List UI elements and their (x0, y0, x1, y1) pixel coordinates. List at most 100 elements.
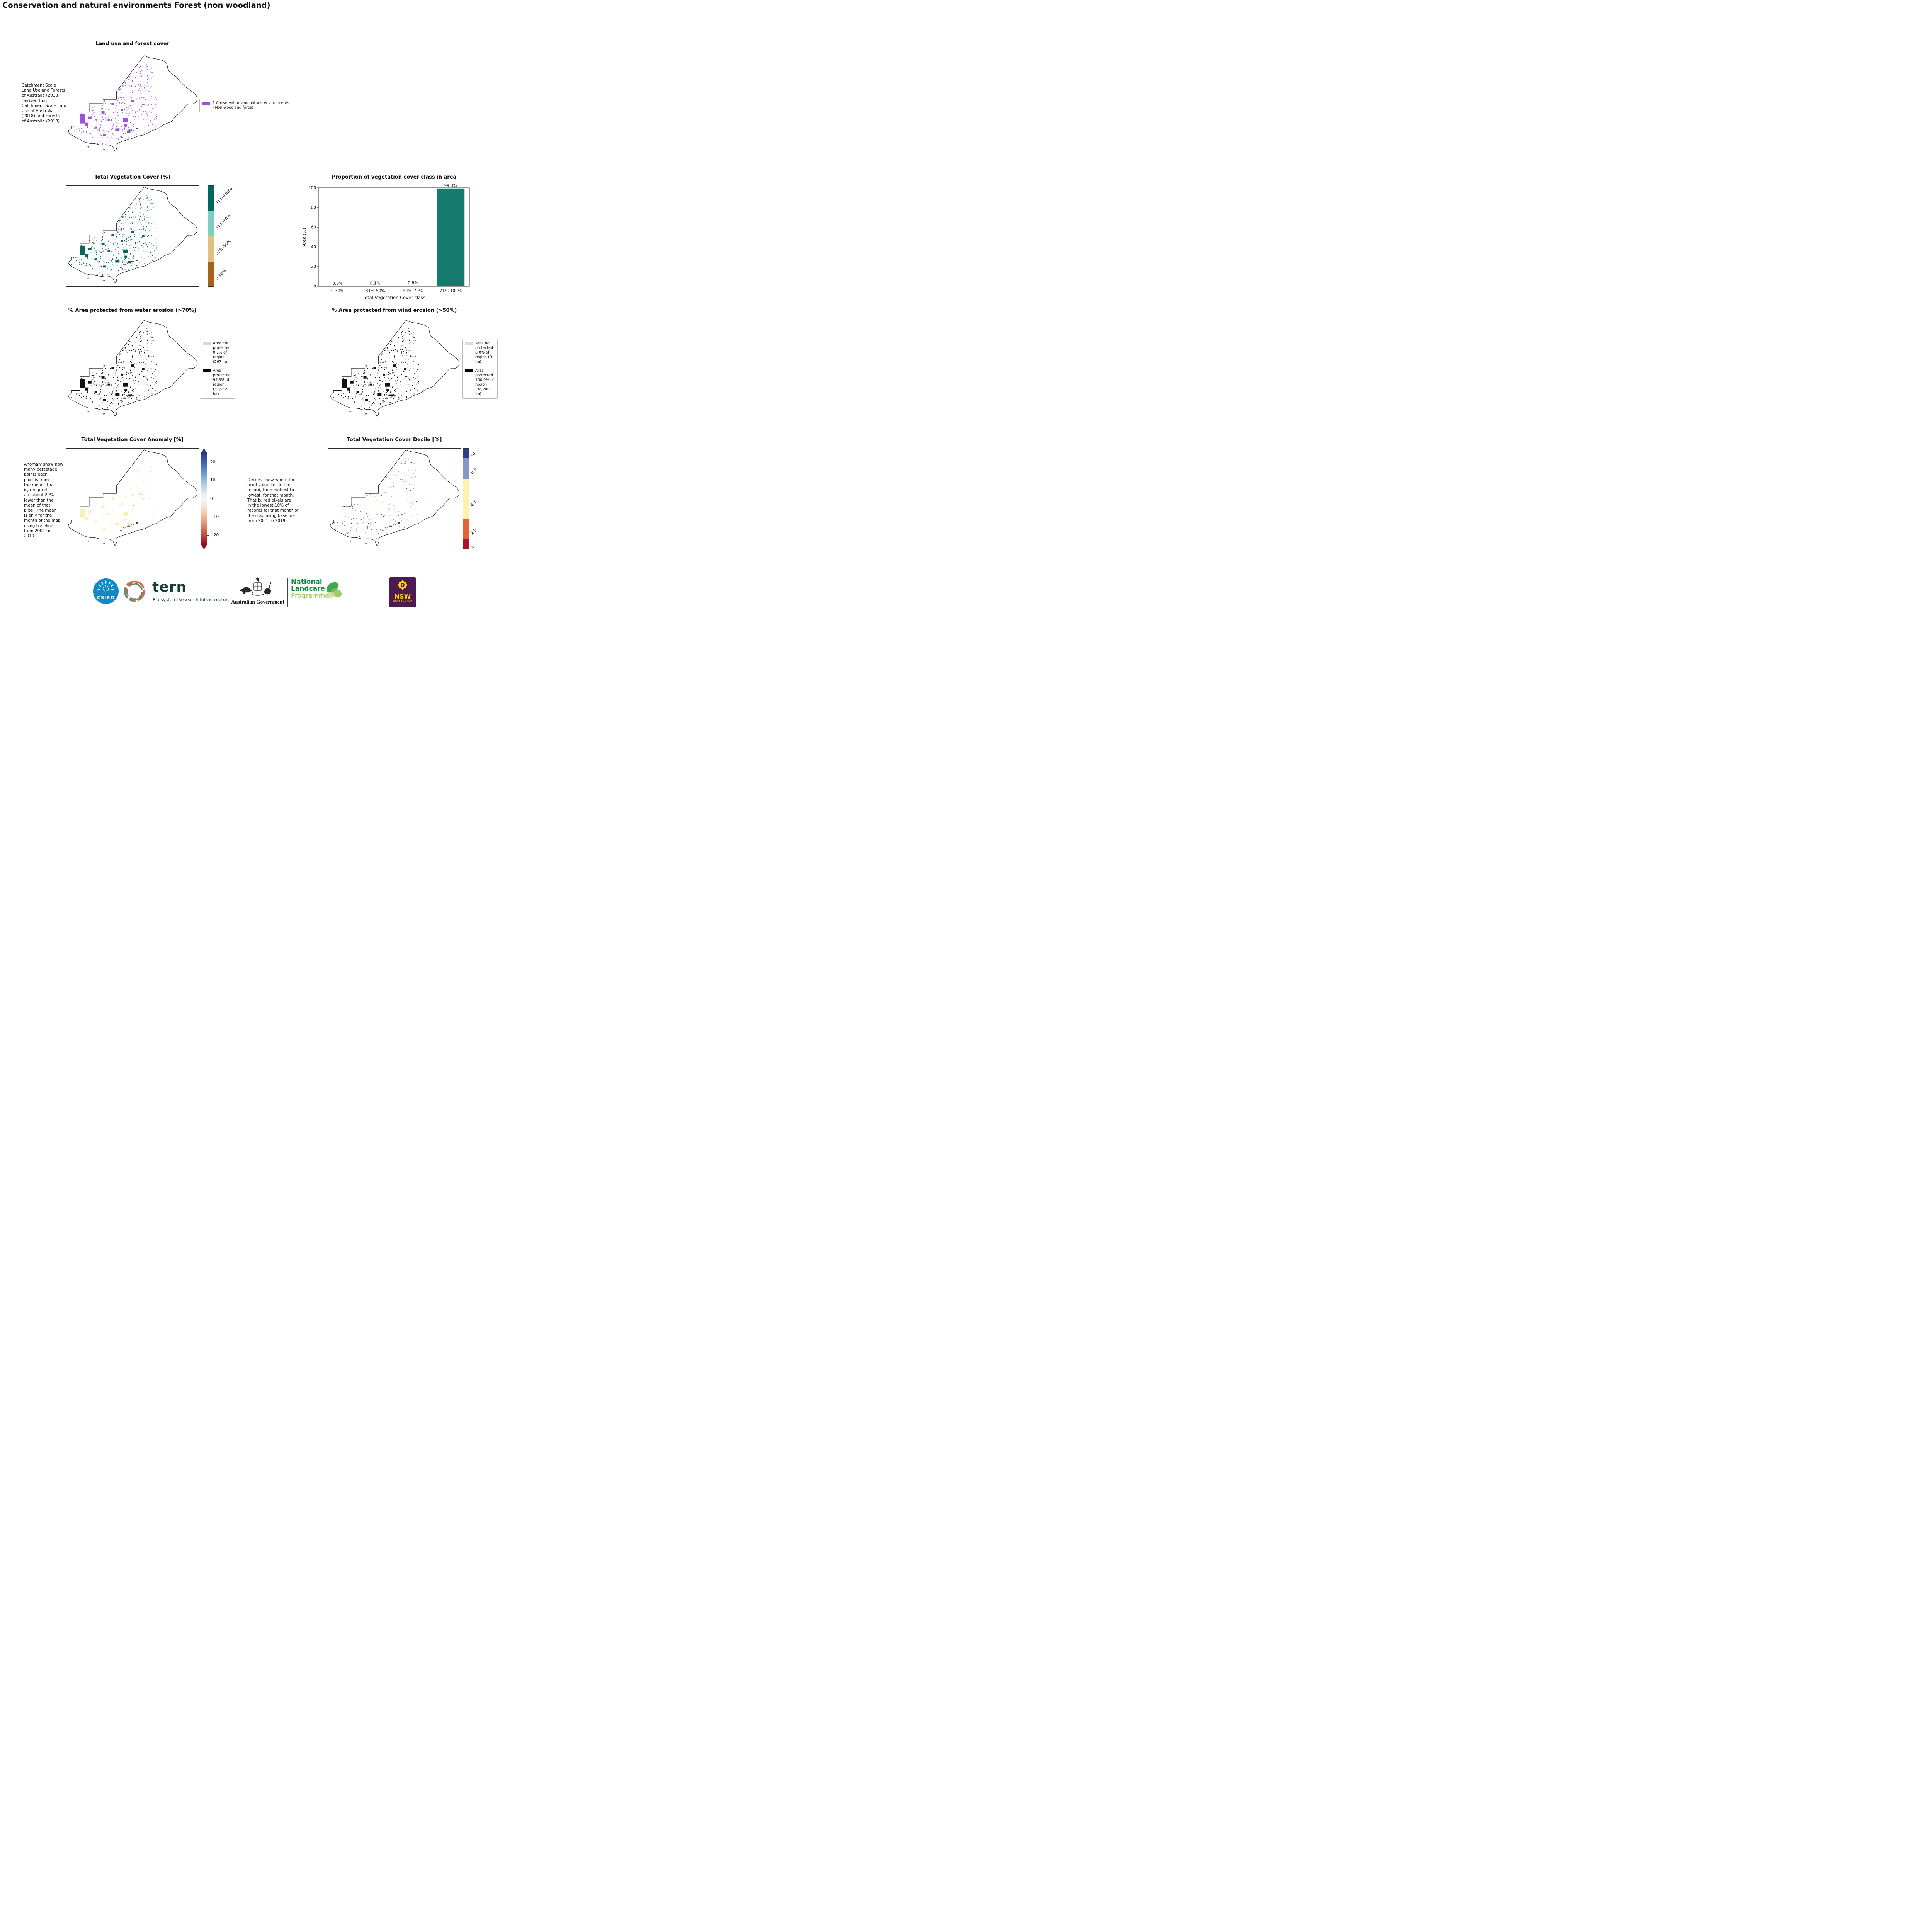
colorbar-segment (208, 261, 214, 287)
colorbar-tick-label: 0 (210, 496, 213, 501)
landuse-legend-swatch (202, 102, 210, 105)
colorbar-segment (463, 478, 469, 519)
colorbar-arrow-down (201, 544, 207, 549)
anomaly-title: Total Vegetation Cover Anomaly [%] (81, 437, 184, 443)
page-title: Conservation and natural environments Fo… (2, 1, 270, 10)
landuse-map (66, 54, 199, 155)
vegcover-title: Total Vegetation Cover [%] (94, 174, 170, 180)
colorbar-class-label: 8-9 (469, 467, 478, 475)
decile-note: Deciles show where the pixel value lies … (247, 478, 299, 523)
water-erosion-map (66, 319, 199, 420)
colorbar-class-label: 1 (469, 544, 475, 550)
protected-label: Area protected 100.0% of region (38,200 … (475, 369, 494, 396)
svg-text:100: 100 (308, 186, 316, 190)
colorbar-tick-label: 20 (210, 460, 216, 465)
wind-erosion-map (328, 319, 461, 420)
colorbar-tick-label: 10 (210, 478, 216, 483)
anomaly-map (66, 448, 199, 549)
tern-wordmark: tern (152, 579, 187, 595)
bar (437, 188, 465, 286)
landcare-leaves-icon (326, 582, 342, 599)
not-protected-swatch (465, 342, 473, 345)
legend-entry: Area protected 99.3% of region (37,932 h… (203, 369, 232, 396)
wind-erosion-legend: Area not protected 0.0% of region (0 ha)… (462, 339, 498, 399)
colorbar-class-label: 71%-100% (214, 186, 234, 205)
colorbar-class-label: 2-3 (469, 527, 478, 536)
svg-text:20: 20 (311, 265, 316, 269)
colorbar-arrow-up (201, 448, 207, 453)
colorbar-tick-label: −10 (210, 514, 219, 519)
landuse-legend: 1 Conservation and natural environments … (199, 99, 294, 112)
not-protected-label: Area not protected 0.0% of region (0 ha) (475, 341, 493, 364)
landcare-line: Programme (291, 592, 329, 600)
national-landcare-wordmark: National Landcare Programme (291, 578, 329, 600)
legend-entry: Area not protected 0.0% of region (0 ha) (465, 341, 495, 364)
anomaly-note: Anomaly show how many percetage points e… (24, 462, 63, 539)
protected-swatch (465, 369, 473, 373)
svg-text:71%-100%: 71%-100% (440, 289, 462, 293)
tern-scribble-icon (124, 580, 145, 602)
colorbar-class-label: 0-30% (214, 268, 228, 281)
nsw-waratah-icon (398, 580, 408, 590)
nsw-wordmark: NSW (394, 593, 411, 600)
colorbar-segment (463, 448, 469, 459)
svg-text:0.6%: 0.6% (408, 281, 418, 285)
nsw-government-logo: NSW GOVERNMENT (389, 577, 416, 607)
not-protected-swatch (203, 342, 211, 345)
svg-text:0.0%: 0.0% (332, 281, 343, 286)
legend-entry: Area not protected 0.7% of region (267 h… (203, 341, 232, 364)
legend-entry: Area protected 100.0% of region (38,200 … (465, 369, 495, 396)
tern-subtitle: Ecosystem Research Infrastructure (153, 597, 230, 602)
wind-erosion-title: % Area protected from wind erosion (>50%… (332, 308, 457, 313)
proportion-chart-title: Proportion of vegetation cover class in … (332, 174, 457, 180)
decile-title: Total Vegetation Cover Decile [%] (347, 437, 442, 443)
svg-text:40: 40 (311, 245, 316, 250)
colorbar-class-label: 31%-50% (214, 238, 232, 256)
csiro-wordmark: CSIRO (97, 595, 115, 600)
decile-map (328, 448, 461, 549)
colorbar-class-label: 10 (469, 451, 477, 459)
svg-text:Area (%): Area (%) (302, 228, 307, 247)
svg-text:80: 80 (311, 206, 316, 210)
not-protected-label: Area not protected 0.7% of region (267 h… (213, 341, 231, 364)
landcare-line: Landcare (291, 585, 325, 593)
colorbar-class-label: 51%-70% (214, 213, 232, 231)
water-erosion-title: % Area protected from water erosion (>70… (68, 308, 197, 313)
csiro-starburst-icon (97, 580, 115, 591)
colorbar-class-label: 4-7 (469, 500, 478, 508)
anomaly-colorbar: 20 10 0 −10 −20 (201, 448, 219, 549)
vegcover-map (66, 185, 199, 287)
decile-colorbar: 10 8-9 4-7 2-3 1 (463, 448, 478, 549)
colorbar-tick-label: −20 (210, 532, 219, 537)
svg-text:0-30%: 0-30% (331, 289, 344, 293)
svg-text:0.1%: 0.1% (370, 281, 381, 286)
landcare-line: National (291, 578, 322, 586)
colorbar-segment (463, 519, 469, 539)
colorbar-segment (208, 211, 214, 236)
protected-label: Area protected 99.3% of region (37,932 h… (213, 369, 231, 396)
colorbar-segment (463, 539, 469, 549)
water-erosion-legend: Area not protected 0.7% of region (267 h… (200, 339, 235, 399)
colorbar-segment (463, 458, 469, 479)
svg-text:Total Vegetation Cover class: Total Vegetation Cover class (362, 295, 425, 300)
svg-text:31%-50%: 31%-50% (366, 289, 385, 293)
vegcover-colorbar: 71%-100% 51%-70% 31%-50% 0-30% (208, 185, 234, 287)
colorbar-segment (208, 185, 214, 211)
landuse-source-note: Catchment Scale Land Use and Forests of … (22, 83, 68, 124)
australian-coat-of-arms-icon (240, 577, 272, 596)
footer-divider (287, 578, 288, 607)
svg-text:60: 60 (311, 225, 316, 230)
proportion-bar-chart: 0 20 40 60 80 100 Area (%) 0.0% 0-30% 0.1% 31%-50%… (302, 184, 470, 300)
csiro-logo: CSIRO (93, 578, 119, 604)
svg-text:51%-70%: 51%-70% (403, 289, 423, 293)
colorbar-tick (207, 535, 209, 536)
svg-text:0: 0 (313, 284, 316, 289)
landuse-legend-label: 1 Conservation and natural environments … (213, 101, 289, 110)
colorbar-segment (208, 236, 214, 262)
australian-government-wordmark: Australian Government (231, 599, 284, 605)
landuse-title: Land use and forest cover (95, 41, 169, 47)
nsw-government-label: GOVERNMENT (393, 600, 412, 603)
svg-text:99.3%: 99.3% (444, 184, 457, 188)
colorbar-gradient (201, 453, 207, 544)
protected-swatch (203, 369, 211, 373)
